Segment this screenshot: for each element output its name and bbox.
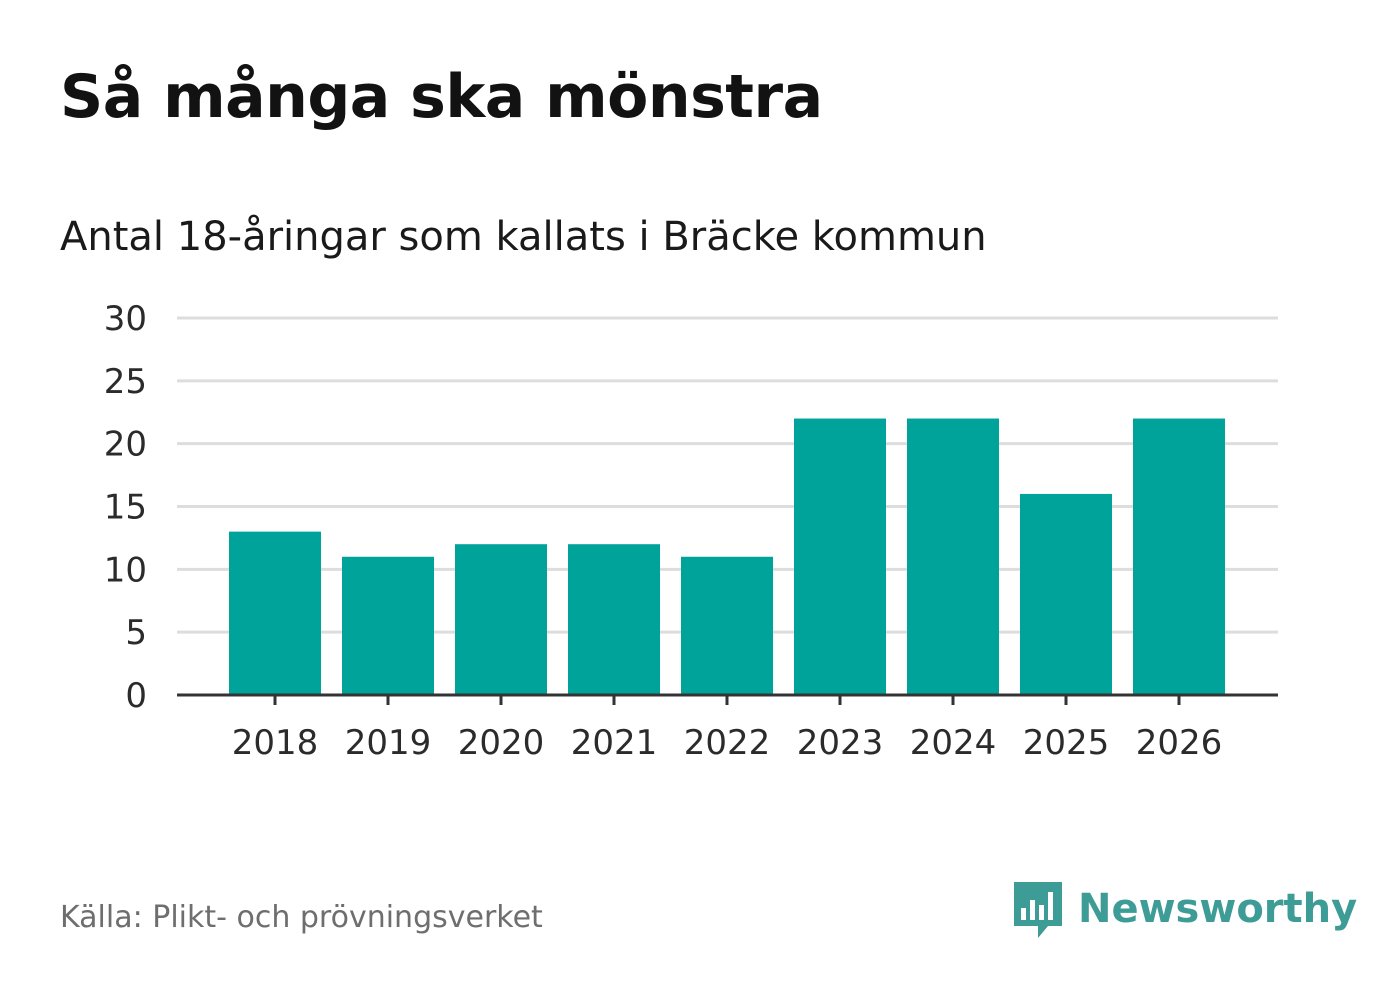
- y-tick-label-25: 25: [104, 362, 147, 402]
- chart-subtitle: Antal 18-åringar som kallats i Bräcke ko…: [60, 214, 987, 260]
- x-tick-label-2022: 2022: [684, 723, 771, 763]
- y-tick-label-0: 0: [125, 676, 147, 716]
- brand-name: Newsworthy: [1078, 886, 1358, 932]
- x-tick-label-2019: 2019: [345, 723, 432, 763]
- y-tick-label-15: 15: [104, 488, 147, 528]
- x-axis: 2018 2019 2020 2021 2022 2023 2024 2025 2026: [177, 693, 1278, 763]
- y-axis-ticks: 0 5 10 15 20 25 30: [104, 299, 147, 716]
- x-tick-label-2020: 2020: [458, 723, 545, 763]
- bar-2020: [455, 544, 547, 695]
- y-tick-label-5: 5: [125, 613, 147, 653]
- source-note: Källa: Plikt- och prövningsverket: [60, 900, 543, 935]
- bar-2018: [229, 531, 321, 695]
- brand-logo: Newsworthy: [1010, 878, 1357, 940]
- x-tick-label-2024: 2024: [910, 723, 997, 763]
- bar-2024: [907, 418, 999, 695]
- bar-2019: [342, 556, 434, 695]
- bar-chart-speech-bubble-icon: [1014, 882, 1062, 938]
- chart-title: Så många ska mönstra: [60, 62, 823, 132]
- x-tick-label-2018: 2018: [232, 723, 319, 763]
- bar-2022: [681, 556, 773, 695]
- x-tick-label-2026: 2026: [1136, 723, 1223, 763]
- bar-2025: [1020, 493, 1112, 695]
- x-tick-label-2021: 2021: [571, 723, 658, 763]
- bars: [229, 418, 1225, 695]
- bar-2021: [568, 544, 660, 695]
- x-tick-label-2023: 2023: [797, 723, 884, 763]
- y-tick-label-30: 30: [104, 299, 147, 339]
- x-tick-label-2025: 2025: [1023, 723, 1110, 763]
- bar-2026: [1133, 418, 1225, 695]
- y-tick-label-10: 10: [104, 550, 147, 590]
- y-tick-label-20: 20: [104, 425, 147, 465]
- bar-2023: [794, 418, 886, 695]
